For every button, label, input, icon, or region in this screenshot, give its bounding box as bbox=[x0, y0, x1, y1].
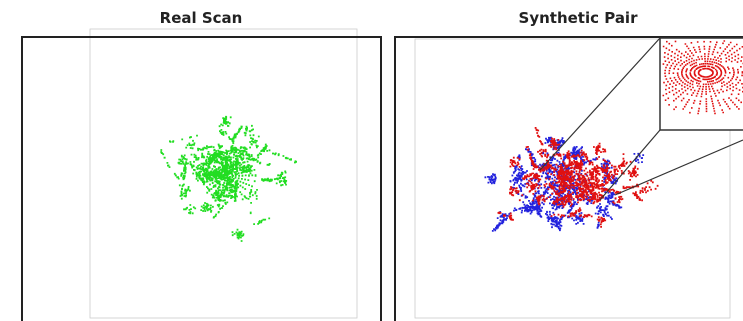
panel-title: Synthetic Pair bbox=[519, 9, 639, 27]
point-cloud bbox=[160, 116, 297, 242]
figure: Real Scan Synthetic Pair bbox=[0, 0, 743, 321]
real-scan-panel bbox=[90, 29, 357, 318]
panel-title: Real Scan bbox=[160, 9, 243, 27]
inner-frame bbox=[90, 29, 357, 318]
